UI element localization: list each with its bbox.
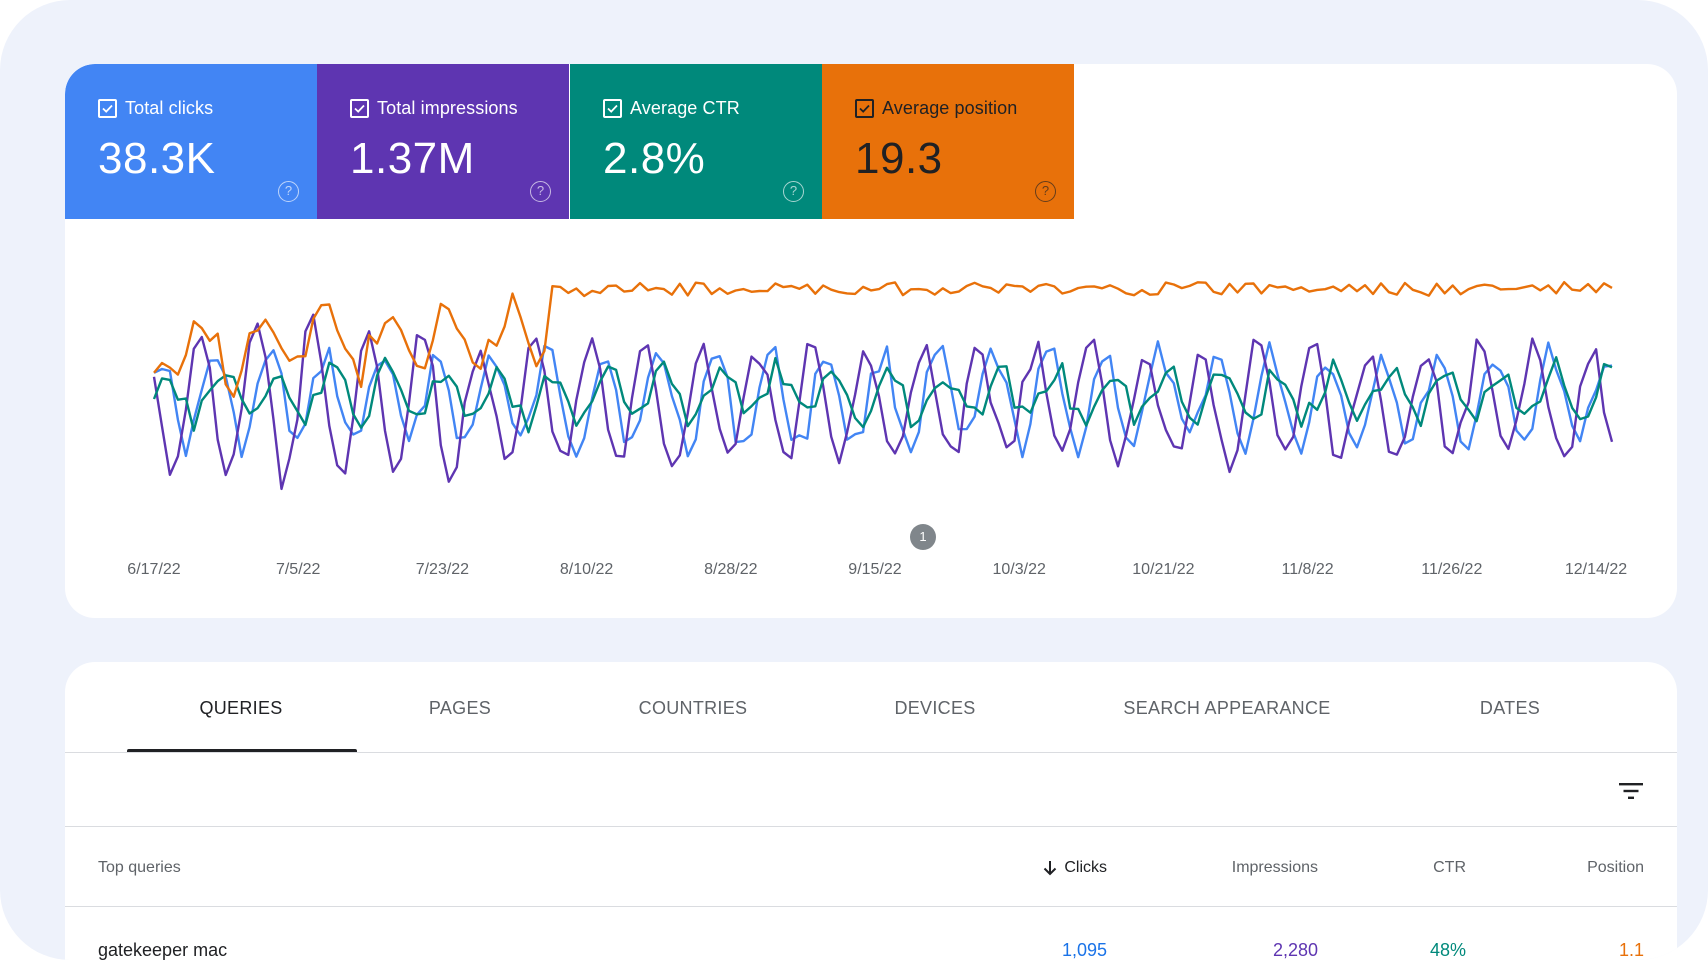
tab-devices[interactable]: DEVICES <box>894 698 976 718</box>
metric-header: Total clicks <box>98 98 213 119</box>
cell-query: gatekeeper mac <box>98 940 228 960</box>
metric-value: 38.3K <box>98 134 216 183</box>
metric-label: Total impressions <box>377 98 518 118</box>
metric-label: Average position <box>882 98 1018 118</box>
performance-line-chart[interactable] <box>65 219 1677 519</box>
metric-value: 1.37M <box>350 134 475 183</box>
metric-header: Average position <box>855 98 1017 119</box>
x-tick-label: 12/14/22 <box>1564 561 1628 578</box>
x-tick-label: 11/26/22 <box>1421 561 1483 578</box>
active-tab-indicator <box>127 749 357 752</box>
metric-value: 19.3 <box>855 134 943 183</box>
metric-average-position[interactable]: Average position 19.3 ? <box>822 64 1074 219</box>
metric-header: Total impressions <box>350 98 518 119</box>
cell-ctr: 48% <box>1429 940 1466 960</box>
help-icon[interactable]: ? <box>530 181 551 202</box>
metric-total-clicks[interactable]: Total clicks 38.3K ? <box>65 64 317 219</box>
series-line-average-position <box>153 281 1613 398</box>
tab-queries[interactable]: QUERIES <box>199 698 283 718</box>
header-top-queries: Top queries <box>98 859 181 876</box>
cell-clicks: 1,095 <box>1061 940 1107 960</box>
arrow-down-icon <box>1044 861 1057 876</box>
header-clicks[interactable]: Clicks <box>1042 859 1107 877</box>
checkbox-checked-icon[interactable] <box>350 99 369 118</box>
x-tick-label: 7/5/22 <box>275 561 321 578</box>
series-line-total-clicks <box>153 340 1613 459</box>
annotation-marker[interactable]: 1 <box>910 524 936 550</box>
x-tick-label: 11/8/22 <box>1281 561 1334 578</box>
metric-label: Total clicks <box>125 98 214 118</box>
x-tick-label: 9/15/22 <box>848 561 902 578</box>
header-ctr[interactable]: CTR <box>1433 859 1466 876</box>
filter-list-icon[interactable] <box>1617 777 1645 805</box>
dimension-tabs: QUERIES PAGES COUNTRIES DEVICES SEARCH A… <box>65 662 1677 753</box>
series-line-total-impressions <box>152 313 1614 491</box>
checkbox-checked-icon[interactable] <box>98 99 117 118</box>
checkbox-checked-icon[interactable] <box>603 99 622 118</box>
tab-search-appearance[interactable]: SEARCH APPEARANCE <box>1123 698 1331 718</box>
header-impressions[interactable]: Impressions <box>1231 859 1318 876</box>
x-tick-label: 10/3/22 <box>992 561 1046 578</box>
header-clicks-label: Clicks <box>1064 859 1107 876</box>
header-position[interactable]: Position <box>1587 859 1644 876</box>
metric-total-impressions[interactable]: Total impressions 1.37M ? <box>317 64 569 219</box>
filter-row <box>65 753 1677 827</box>
table-card: QUERIES PAGES COUNTRIES DEVICES SEARCH A… <box>65 662 1677 960</box>
metric-value: 2.8% <box>603 134 706 183</box>
x-tick-label: 8/28/22 <box>704 561 758 578</box>
table-header: Top queries Clicks Impressions CTR Posit… <box>65 827 1677 907</box>
x-tick-label: 7/23/22 <box>415 561 470 578</box>
series-line-average-ctr <box>152 356 1613 434</box>
help-icon[interactable]: ? <box>783 181 804 202</box>
checkbox-checked-icon[interactable] <box>855 99 874 118</box>
metric-label: Average CTR <box>630 98 740 118</box>
tab-dates[interactable]: DATES <box>1479 698 1541 718</box>
help-icon[interactable]: ? <box>278 181 299 202</box>
metric-header: Average CTR <box>603 98 740 119</box>
x-tick-label: 8/10/22 <box>559 561 614 578</box>
tab-countries[interactable]: COUNTRIES <box>638 698 748 718</box>
table-row[interactable]: gatekeeper mac 1,095 2,280 48% 1.1 <box>65 907 1677 960</box>
tab-pages[interactable]: PAGES <box>428 698 492 718</box>
x-tick-label: 6/17/22 <box>127 561 181 578</box>
x-axis: 6/17/22 7/5/22 7/23/22 8/10/22 8/28/22 9/15/2… <box>65 561 1677 581</box>
cell-position: 1.1 <box>1618 940 1644 960</box>
performance-card: Total clicks 38.3K ? Total impressions 1… <box>65 64 1677 618</box>
x-tick-label: 10/21/22 <box>1132 561 1195 578</box>
metric-average-ctr[interactable]: Average CTR 2.8% ? <box>570 64 822 219</box>
cell-impressions: 2,280 <box>1272 940 1318 960</box>
help-icon[interactable]: ? <box>1035 181 1056 202</box>
